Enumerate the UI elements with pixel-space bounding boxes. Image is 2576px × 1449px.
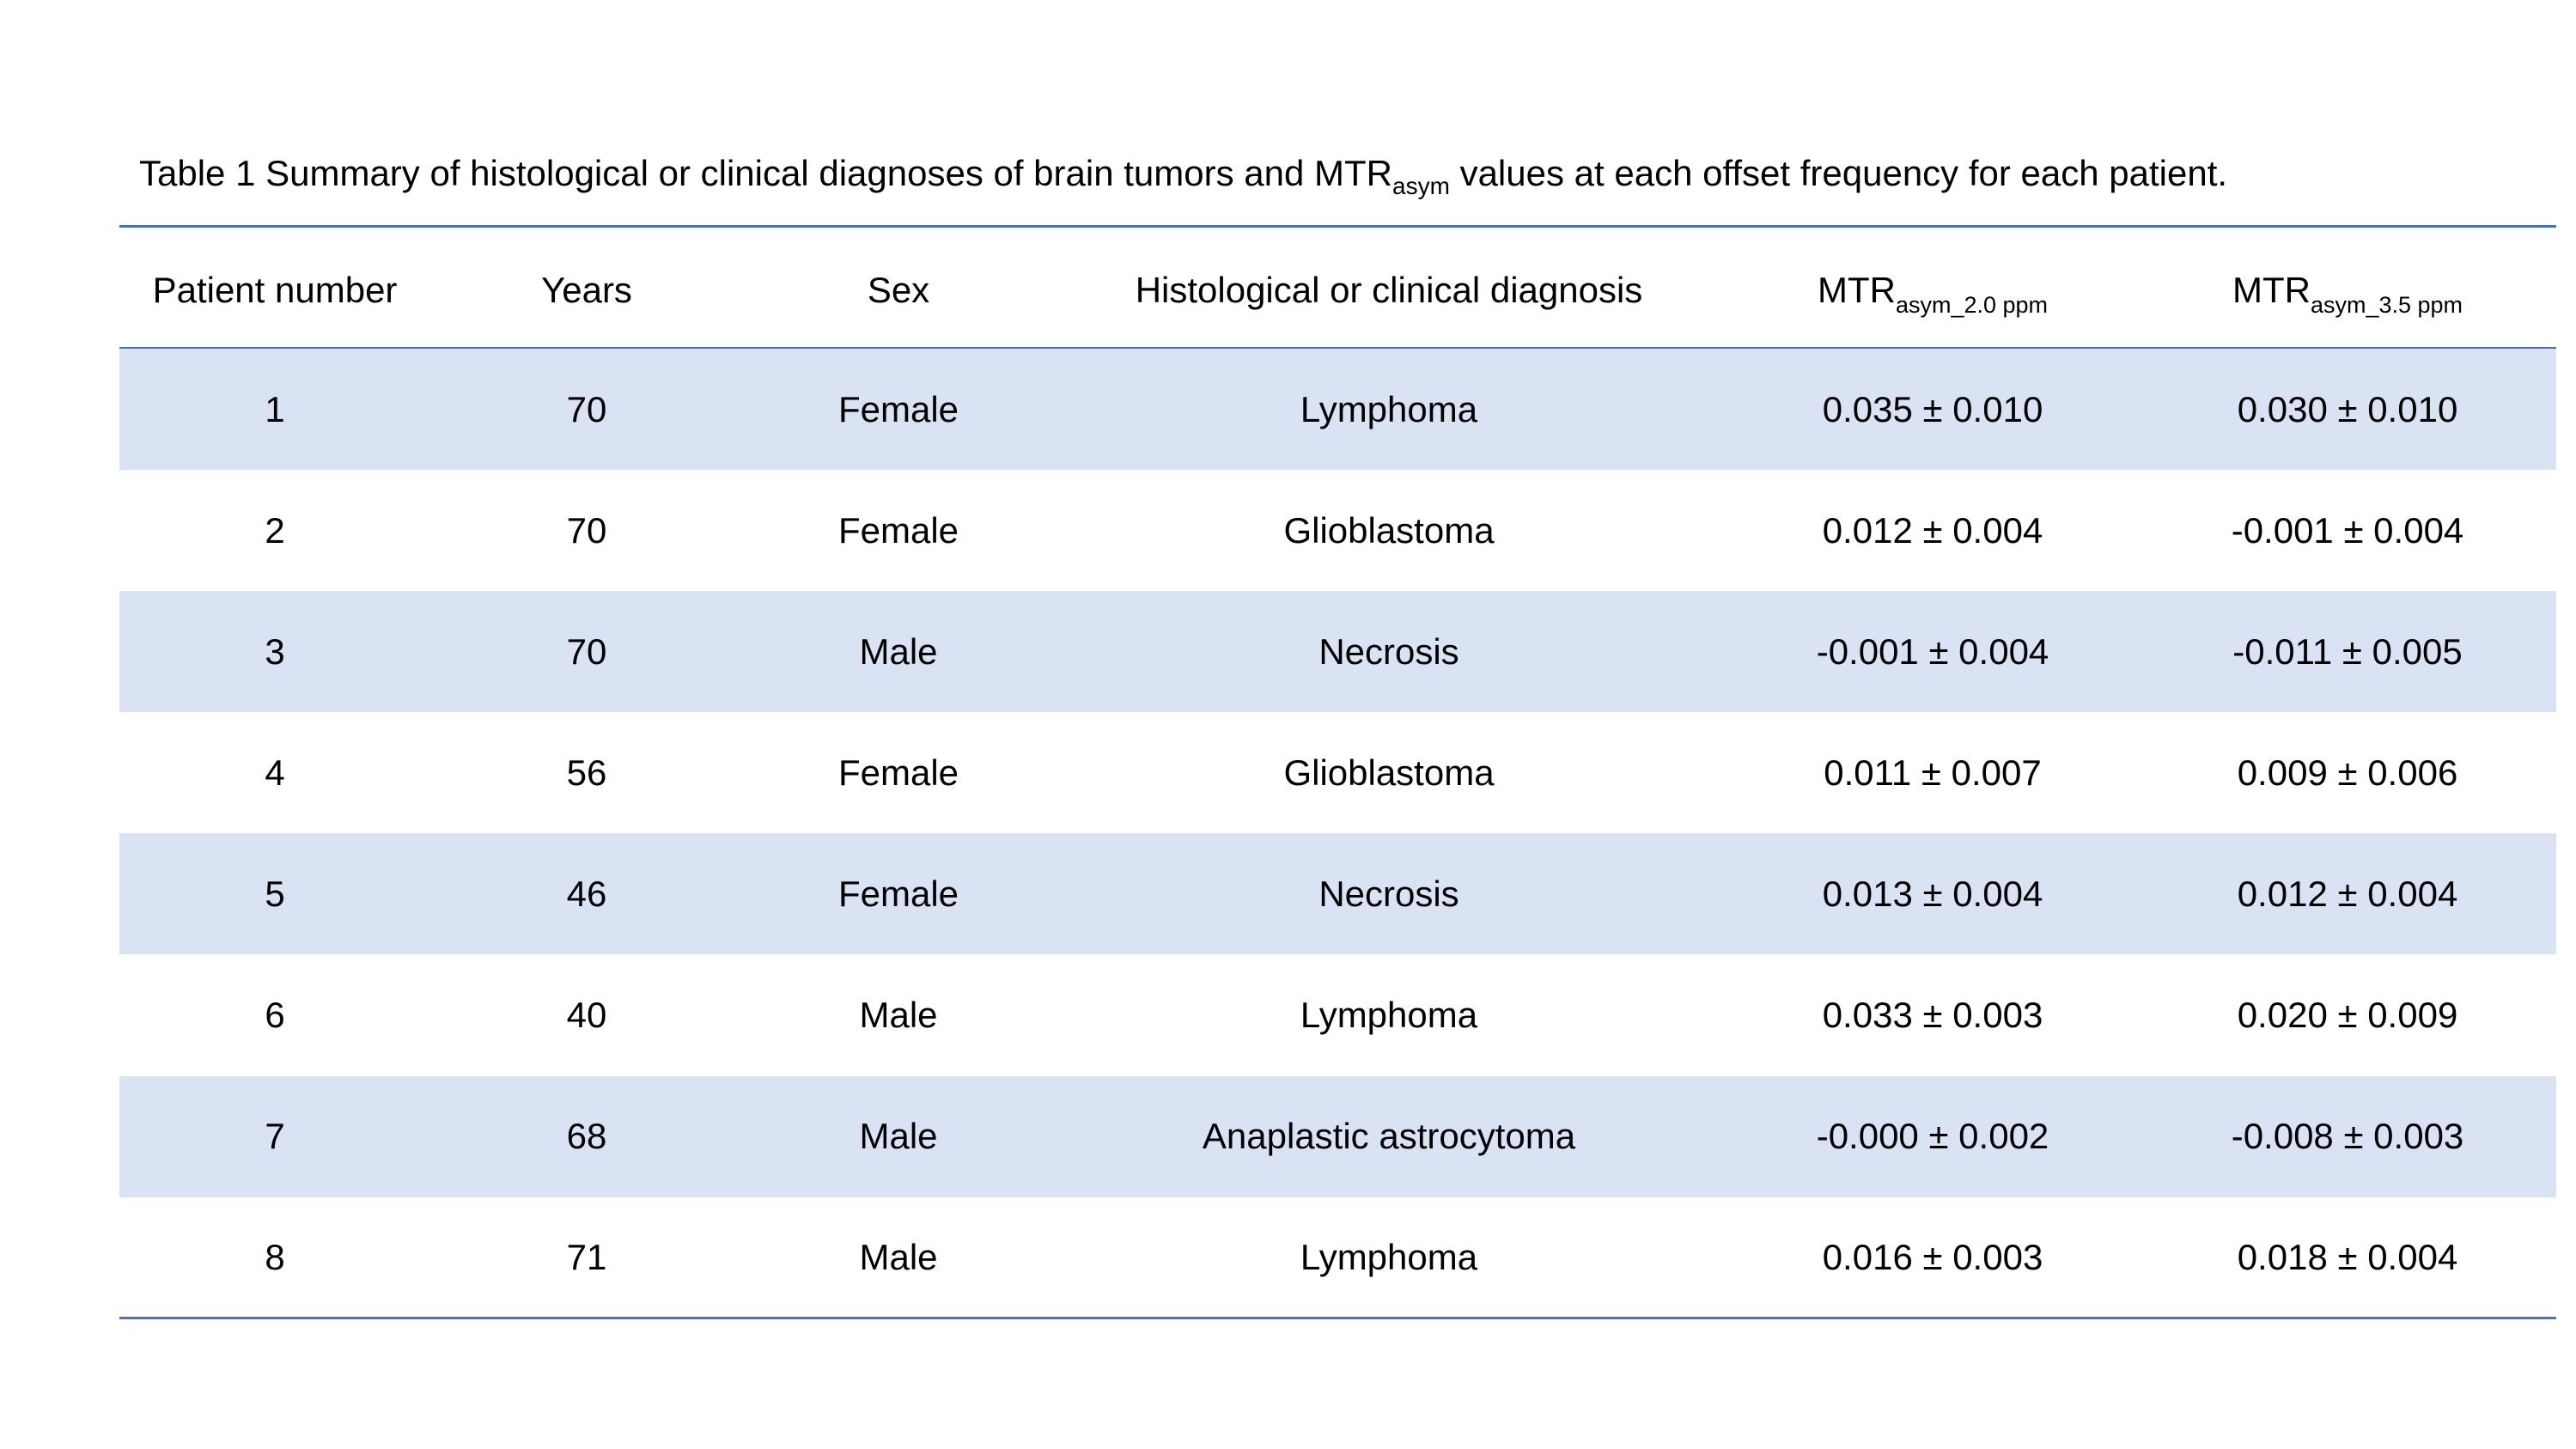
table-cell: 0.011 ± 0.007 [1824, 752, 2042, 793]
table-cell: -0.011 ± 0.005 [2232, 630, 2463, 672]
header-text: MTR [1817, 270, 1896, 310]
table-cell: 0.033 ± 0.003 [1822, 995, 2043, 1036]
table-cell: -0.008 ± 0.003 [2231, 1116, 2464, 1157]
row-shading [119, 833, 2556, 955]
header-subscript: asym_3.5 ppm [2310, 292, 2463, 318]
top-rule [119, 225, 2556, 228]
header-text: Sex [867, 270, 930, 310]
table-cell: -0.001 ± 0.004 [1816, 630, 2049, 672]
table-cell: Glioblastoma [1283, 752, 1495, 793]
table-cell: Female [837, 752, 959, 793]
table-cell: 71 [566, 1237, 607, 1278]
table-cell: -0.000 ± 0.002 [1816, 1116, 2049, 1157]
table-cell: 6 [265, 995, 285, 1036]
caption-text: values at each offset frequency for each… [1449, 153, 2228, 193]
table-cell: Male [859, 1237, 938, 1278]
table-cell: Male [859, 995, 938, 1036]
table-cell: 1 [265, 388, 285, 429]
header-text: Years [541, 270, 632, 310]
table-cell: Glioblastoma [1283, 509, 1495, 551]
table-cell: 46 [566, 873, 607, 914]
row-shading [119, 591, 2556, 713]
table-cell: 0.013 ± 0.004 [1822, 873, 2043, 914]
header-text: MTR [2232, 270, 2311, 310]
header-cell: Sex [868, 270, 929, 311]
table-cell: 40 [566, 995, 607, 1036]
table-cell: -0.001 ± 0.004 [2231, 509, 2464, 551]
table-cell: 56 [566, 752, 607, 793]
row-shading [119, 1075, 2556, 1197]
header-subscript: asym_2.0 ppm [1895, 292, 2049, 318]
row-shading [119, 349, 2556, 471]
bottom-rule [119, 1317, 2556, 1319]
table-cell: Male [859, 630, 938, 672]
table-cell: 0.035 ± 0.010 [1822, 388, 2043, 429]
table-cell: 70 [566, 388, 607, 429]
table-cell: Necrosis [1318, 630, 1459, 672]
table-cell: Male [859, 1116, 938, 1157]
table-cell: Lymphoma [1300, 1237, 1478, 1278]
header-cell: Years [541, 270, 632, 311]
table-cell: 8 [265, 1237, 285, 1278]
table-cell: 0.009 ± 0.006 [2237, 752, 2458, 793]
table-cell: Lymphoma [1300, 388, 1478, 429]
header-text: Patient number [152, 270, 398, 310]
table-caption: Table 1 Summary of histological or clini… [139, 153, 2228, 198]
header-rule [119, 347, 2556, 350]
header-text: Histological or clinical diagnosis [1135, 270, 1643, 310]
table-cell: Female [837, 873, 959, 914]
table-cell: Necrosis [1318, 873, 1459, 914]
table-cell: 0.030 ± 0.010 [2237, 388, 2458, 429]
table-cell: 0.018 ± 0.004 [2237, 1237, 2458, 1278]
table-cell: 5 [265, 873, 285, 914]
table-cell: Female [837, 509, 959, 551]
table-cell: Female [837, 388, 959, 429]
table-cell: 0.016 ± 0.003 [1822, 1237, 2043, 1278]
header-cell: MTRasym_2.0 ppm [1817, 270, 2048, 317]
table-cell: 68 [566, 1116, 607, 1157]
header-cell: Histological or clinical diagnosis [1136, 270, 1643, 311]
table-cell: 3 [265, 630, 285, 672]
table-cell: 7 [265, 1116, 285, 1157]
caption-text: Table 1 Summary of histological or clini… [139, 153, 1392, 193]
header-cell: MTRasym_3.5 ppm [2232, 270, 2463, 317]
table-cell: Lymphoma [1300, 995, 1478, 1036]
table-cell: 0.012 ± 0.004 [2237, 873, 2458, 914]
table-cell: Anaplastic astrocytoma [1202, 1116, 1576, 1157]
caption-subscript: asym [1392, 173, 1450, 199]
table-cell: 70 [566, 630, 607, 672]
header-cell: Patient number [153, 270, 398, 311]
table-cell: 0.012 ± 0.004 [1822, 509, 2043, 551]
table-cell: 4 [265, 752, 285, 793]
table-cell: 70 [566, 509, 607, 551]
table-cell: 0.020 ± 0.009 [2237, 995, 2458, 1036]
table-cell: 2 [265, 509, 285, 551]
